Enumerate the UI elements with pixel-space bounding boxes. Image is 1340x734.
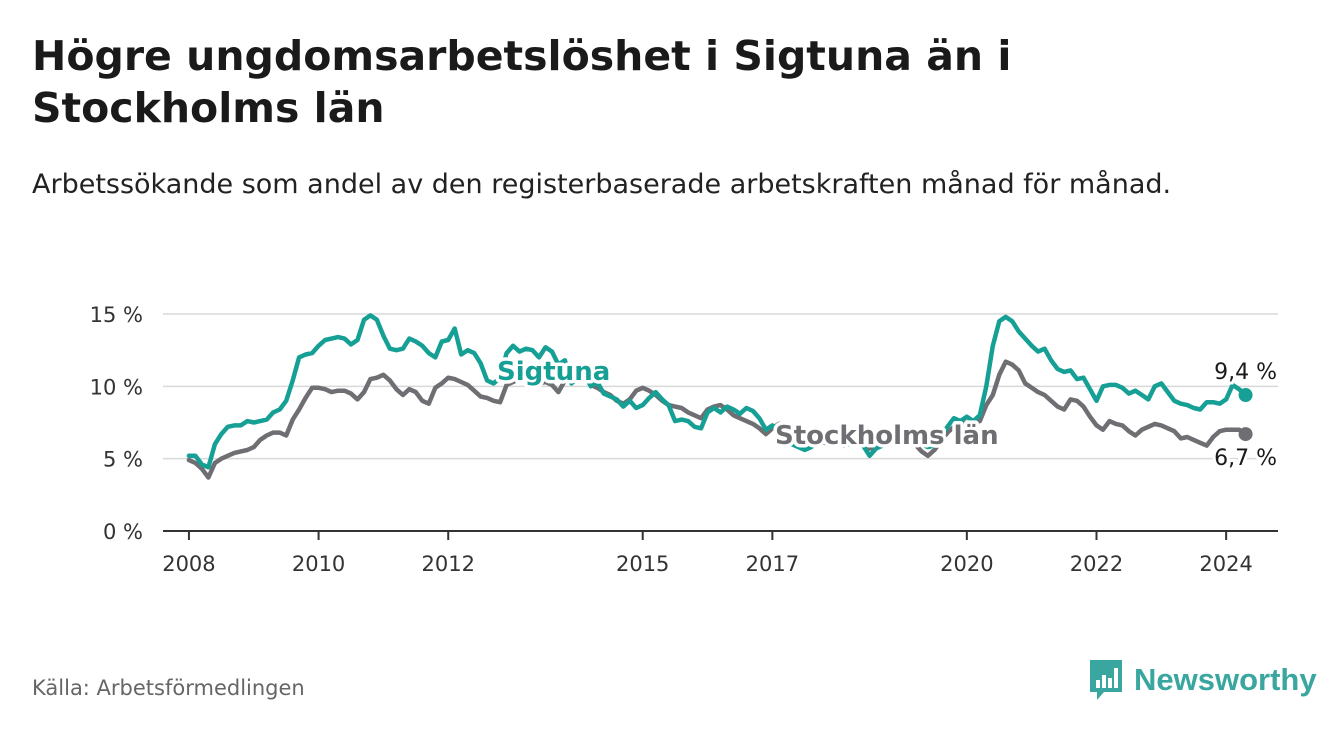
x-tick-label: 2008 bbox=[162, 552, 215, 576]
sigtuna-end-dot bbox=[1238, 388, 1253, 403]
stockholm-series-label: Stockholms län bbox=[775, 421, 999, 451]
brand-name: Newsworthy bbox=[1134, 662, 1317, 697]
stockholm-end-label: 6,7 % bbox=[1214, 446, 1277, 471]
sigtuna-end-label: 9,4 % bbox=[1214, 360, 1277, 385]
x-tick-label: 2020 bbox=[940, 552, 993, 576]
page-title: Högre ungdomsarbetslöshet i Sigtuna än i… bbox=[32, 32, 1012, 132]
x-tick-label: 2015 bbox=[616, 552, 669, 576]
y-tick-label: 5 % bbox=[103, 448, 143, 472]
sigtuna-series-label: Sigtuna bbox=[497, 357, 610, 387]
x-tick-label: 2022 bbox=[1070, 552, 1123, 576]
x-tick-label: 2024 bbox=[1199, 552, 1252, 576]
sigtuna-series-line bbox=[186, 313, 1248, 470]
line-chart: 0 % 5 % 10 % 15 % 2008 2010 2012 2015 2017 2020 20… bbox=[89, 303, 1278, 576]
stockholm-end-dot bbox=[1238, 427, 1253, 442]
x-tick-label: 2012 bbox=[422, 552, 475, 576]
stockholm-series-line bbox=[186, 359, 1248, 480]
chart-subtitle: Arbetssökande som andel av den registerb… bbox=[32, 169, 1172, 200]
y-tick-label: 15 % bbox=[90, 303, 143, 327]
y-tick-label: 0 % bbox=[103, 520, 143, 544]
newsworthy-logo-icon bbox=[1090, 660, 1122, 700]
y-tick-label: 10 % bbox=[90, 375, 143, 399]
x-tick-label: 2010 bbox=[292, 552, 345, 576]
source-note: Källa: Arbetsförmedlingen bbox=[32, 676, 305, 700]
x-tick-label: 2017 bbox=[746, 552, 799, 576]
brand-logo[interactable]: Newsworthy bbox=[1088, 658, 1317, 702]
